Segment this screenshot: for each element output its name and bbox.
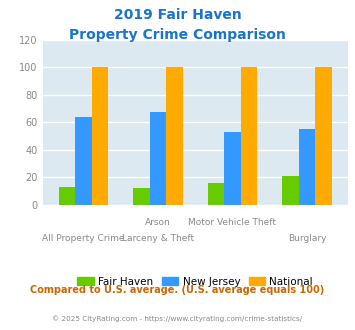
Bar xyxy=(241,67,257,205)
Text: Larceny & Theft: Larceny & Theft xyxy=(122,234,194,243)
Bar xyxy=(208,182,224,205)
Text: Burglary: Burglary xyxy=(288,234,326,243)
Bar xyxy=(59,187,75,205)
Text: All Property Crime: All Property Crime xyxy=(42,234,125,243)
Bar xyxy=(92,67,108,205)
Text: Arson: Arson xyxy=(145,218,171,227)
Legend: Fair Haven, New Jersey, National: Fair Haven, New Jersey, National xyxy=(73,273,317,291)
Bar xyxy=(282,176,299,205)
Text: Compared to U.S. average. (U.S. average equals 100): Compared to U.S. average. (U.S. average … xyxy=(31,285,324,295)
Text: Property Crime Comparison: Property Crime Comparison xyxy=(69,28,286,42)
Text: Motor Vehicle Theft: Motor Vehicle Theft xyxy=(189,218,277,227)
Bar xyxy=(299,129,315,205)
Bar xyxy=(75,116,92,205)
Bar xyxy=(315,67,332,205)
Bar xyxy=(224,132,241,205)
Bar xyxy=(150,113,166,205)
Text: 2019 Fair Haven: 2019 Fair Haven xyxy=(114,8,241,22)
Bar xyxy=(166,67,182,205)
Text: © 2025 CityRating.com - https://www.cityrating.com/crime-statistics/: © 2025 CityRating.com - https://www.city… xyxy=(53,315,302,322)
Bar xyxy=(133,188,150,205)
